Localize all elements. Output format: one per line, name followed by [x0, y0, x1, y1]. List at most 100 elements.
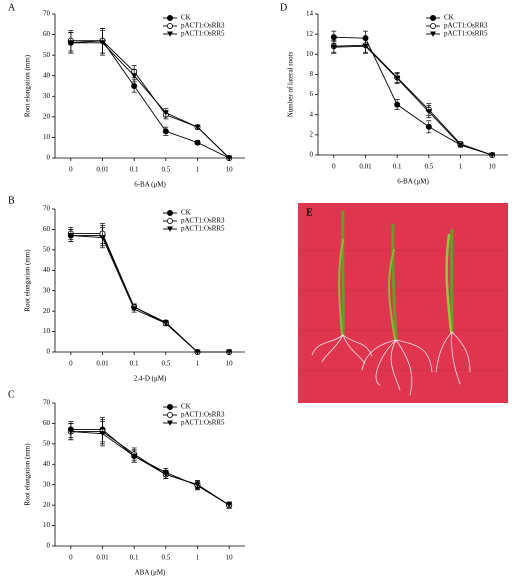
- marker: [67, 233, 74, 239]
- y-tick-label: 0: [47, 542, 51, 550]
- y-tick-label: 70: [43, 10, 51, 18]
- legend-entry: pACT1:OsRR5: [426, 30, 488, 38]
- marker: [226, 502, 233, 508]
- marker: [425, 123, 432, 130]
- y-tick-label: 20: [43, 501, 51, 509]
- y-tick-label: 40: [43, 266, 51, 274]
- series-line: [70, 431, 230, 506]
- legend-label: CK: [181, 14, 191, 22]
- x-tick-label: 0.1: [130, 360, 139, 368]
- legend-marker: [166, 22, 173, 29]
- legend-entry: pACT1:OsRR3: [163, 411, 225, 419]
- marker: [425, 109, 432, 115]
- y-axis-label: Root elongation (mm): [24, 443, 32, 506]
- legend-marker: [167, 226, 173, 232]
- legend-entry: CK: [163, 403, 191, 411]
- x-tick-label: 0: [332, 163, 336, 171]
- x-axis-label: 6-BA (μM): [134, 181, 166, 189]
- x-tick-label: 0.5: [161, 166, 170, 174]
- x-tick-label: 1: [196, 166, 200, 174]
- x-tick-label: 0.01: [359, 163, 372, 171]
- series-line: [70, 40, 230, 159]
- y-tick-label: 60: [43, 225, 51, 233]
- x-tick-label: 0.01: [96, 554, 109, 562]
- marker: [194, 349, 201, 355]
- legend-label: pACT1:OsRR5: [181, 419, 225, 427]
- chart-panel: C 0 10 20 30 40 50 60 70 0 0.01 0.1 0.5 1 10 ABA (μM) Ro…: [8, 389, 245, 577]
- chart-panel: D 0 2 4 6 8 10 12 14 0 0.01 0.1 0.5 1 10 6-BA (μM) Numbe…: [280, 2, 508, 186]
- x-tick-label: 0.1: [130, 166, 139, 174]
- y-tick-label: 70: [43, 399, 51, 407]
- x-tick-label: 1: [196, 360, 200, 368]
- y-tick-label: 0: [47, 154, 51, 162]
- y-tick-label: 8: [310, 70, 314, 78]
- y-tick-label: 70: [43, 205, 51, 213]
- legend-label: pACT1:OsRR5: [181, 225, 225, 233]
- x-tick-label: 10: [226, 554, 234, 562]
- y-tick-label: 20: [43, 112, 51, 120]
- y-tick-label: 10: [43, 327, 51, 335]
- marker: [330, 44, 337, 50]
- legend-marker: [429, 14, 436, 21]
- marker: [457, 142, 464, 148]
- x-tick-label: 0.01: [96, 166, 109, 174]
- y-tick-label: 10: [306, 50, 314, 58]
- marker: [162, 320, 169, 327]
- x-axis-label: ABA (μM): [135, 569, 166, 577]
- marker: [226, 155, 233, 161]
- series-line: [333, 44, 493, 156]
- y-tick-label: 14: [306, 10, 314, 18]
- x-tick-label: 0: [69, 554, 73, 562]
- series-line: [70, 431, 230, 506]
- y-tick-label: 60: [43, 419, 51, 427]
- marker: [131, 73, 138, 79]
- legend-label: pACT1:OsRR3: [444, 22, 488, 30]
- marker: [162, 128, 169, 135]
- y-tick-label: 30: [43, 286, 51, 294]
- x-tick-label: 10: [489, 163, 497, 171]
- marker: [99, 40, 106, 46]
- panel-label: B: [8, 195, 15, 206]
- legend-entry: pACT1:OsRR5: [163, 30, 225, 38]
- x-axis-label: 6-BA (μM): [397, 178, 429, 186]
- x-tick-label: 0.5: [424, 163, 433, 171]
- y-tick-label: 40: [43, 460, 51, 468]
- series-line: [70, 42, 230, 159]
- photo: E: [298, 203, 508, 403]
- marker: [194, 139, 201, 146]
- legend-label: pACT1:OsRR3: [181, 411, 225, 419]
- x-tick-label: 1: [459, 163, 463, 171]
- y-tick-label: 60: [43, 30, 51, 38]
- series-line: [70, 235, 230, 353]
- legend-marker: [166, 209, 173, 216]
- series-line: [333, 36, 493, 156]
- marker: [489, 152, 496, 158]
- marker: [67, 429, 74, 435]
- x-tick-label: 10: [226, 166, 234, 174]
- legend-entry: CK: [426, 14, 454, 22]
- chart-panel: B 0 10 20 30 40 50 60 70 0 0.01 0.1 0.5 1 10 2,4-D (μM)…: [8, 195, 245, 383]
- photo-plants: [311, 210, 471, 396]
- panel-label: A: [8, 2, 16, 13]
- y-tick-label: 50: [43, 245, 51, 253]
- y-axis-label: Root elongation (mm): [24, 54, 32, 117]
- legend-label: pACT1:OsRR5: [444, 30, 488, 38]
- legend-label: pACT1:OsRR3: [181, 22, 225, 30]
- series-line: [70, 235, 230, 353]
- marker: [162, 472, 169, 478]
- marker: [162, 110, 169, 116]
- y-tick-label: 40: [43, 71, 51, 79]
- y-tick-label: 4: [310, 110, 314, 118]
- y-tick-label: 12: [306, 30, 314, 38]
- marker: [99, 431, 106, 437]
- x-tick-label: 1: [196, 554, 200, 562]
- series-line: [70, 429, 230, 506]
- marker: [99, 235, 106, 241]
- y-tick-label: 30: [43, 480, 51, 488]
- x-tick-label: 0: [69, 360, 73, 368]
- y-tick-label: 10: [43, 133, 51, 141]
- x-tick-label: 0.5: [161, 360, 170, 368]
- y-tick-label: 10: [43, 521, 51, 529]
- x-tick-label: 10: [226, 360, 234, 368]
- y-axis-label: Root elongation (mm): [24, 249, 32, 312]
